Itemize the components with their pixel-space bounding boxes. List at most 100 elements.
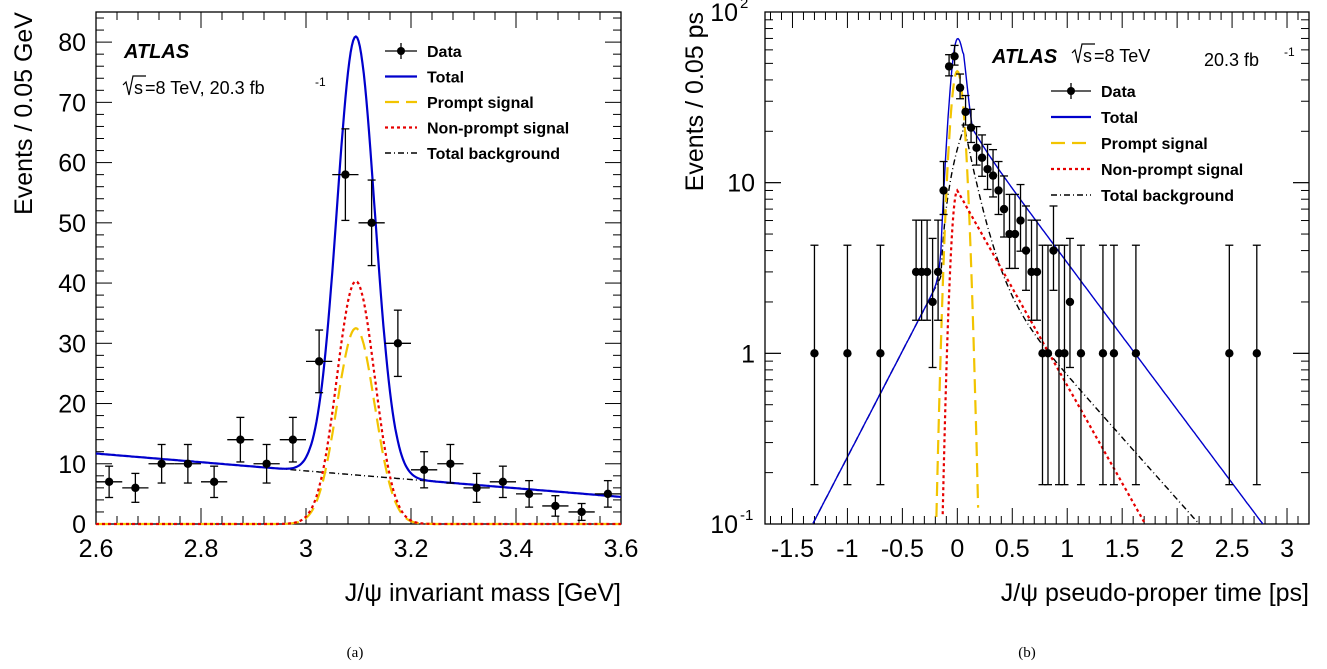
atlas-label-a: ATLAS [123,41,190,63]
energy-b: =8 TeV [1094,46,1150,66]
data-point-b [955,73,965,100]
legend-item-nonprompt: Non-prompt signal [385,121,569,138]
sqrt-s-b: s [1083,46,1092,66]
legend-item-data: Data [385,43,462,61]
y-tick-exponent: 2 [740,0,748,12]
data-marker [950,52,959,61]
legend-label-data: Data [1101,84,1136,101]
fit-curves-a [95,35,622,526]
x-tick-label-b: 0 [950,535,964,563]
data-marker [1010,229,1020,239]
x-tick-label-a: 3.4 [499,535,534,563]
legend-data-marker [397,47,405,55]
legend-label-prompt: Prompt signal [427,95,534,112]
data-point-b [994,160,1003,216]
legend-label-nonprompt: Non-prompt signal [427,121,569,138]
x-tick-label-b: 3 [1280,535,1294,563]
x-tick-label-a: 2.8 [184,535,219,563]
data-marker [262,459,271,468]
data-marker [209,477,219,487]
y-axis-label-a: Events / 0.05 GeV [10,12,38,215]
data-marker [367,218,376,228]
data-point-b [1032,219,1042,321]
data-point-b [1010,193,1020,270]
curve-total-background-b [812,122,1199,524]
y-tick-label-a: 20 [58,391,86,419]
data-marker [472,483,481,493]
data-point-a [542,495,569,517]
data-marker [577,507,586,517]
data-marker [393,339,403,348]
y-tick-label-a: 10 [58,451,86,479]
legend-item-background: Total background [1051,188,1234,205]
data-point-b [933,219,943,321]
curve-nonprompt-signal-a [96,280,621,526]
data-point-a [279,416,306,463]
data-marker [1021,246,1031,255]
data-point-a [384,309,411,378]
curve-prompt-signal-a [96,327,621,526]
data-points-a [96,128,621,522]
x-tick-labels-b: -1.5 -1 -0.5 0 0.5 1 1.5 2 2.5 3 [771,535,1294,563]
y-tick-label-b: 10 [727,170,755,198]
data-point-a [227,416,254,463]
data-marker [131,483,140,493]
legend-label-background: Total background [1101,188,1234,205]
data-point-a [437,443,464,484]
tick-marks-b [765,11,1310,525]
data-point-a [568,502,595,522]
data-marker [933,267,943,277]
data-marker [939,186,948,195]
data-marker [876,349,885,358]
lumi-exponent-b: -1 [1284,45,1295,59]
y-tick-label-a: 40 [58,270,86,298]
y-tick-base: 10 [710,0,738,27]
y-tick-label-b: 10 2 [710,0,748,27]
data-point-a [122,472,149,503]
data-marker [498,477,508,487]
y-tick-label-a: 0 [72,511,86,539]
y-axis-label-b: Events / 0.05 ps [681,12,709,191]
legend-label-total: Total [427,70,464,87]
data-marker [236,435,245,444]
data-marker [603,489,613,499]
energy-lumi-label-a: s =8 TeV, 20.3 fb -1 [122,75,326,98]
data-point-b [1038,244,1047,486]
energy-lumi-label-b: s =8 TeV 20.3 fb -1 [1071,43,1295,70]
panel-a-mass: 2.6 2.8 3 3.2 3.4 3.6 0 10 20 30 40 50 60 70 80 J/ψ i… [10,11,639,607]
data-marker [1032,267,1042,277]
data-point-b [1049,205,1058,291]
data-point-b [1131,244,1141,486]
data-point-a [594,479,621,508]
lumi-exponent-a: -1 [315,75,326,89]
x-tick-label-a: 2.6 [79,535,114,563]
data-marker [524,489,534,499]
curve-nonprompt-signal-b [941,188,1146,524]
data-marker [1131,349,1141,358]
data-point-b [1043,244,1053,486]
data-point-b [966,108,976,144]
x-tick-label-b: 1 [1060,535,1074,563]
data-point-a [148,443,175,484]
legend-label-background: Total background [427,146,560,163]
legend-item-prompt: Prompt signal [385,95,534,112]
legend-item-total: Total [1051,110,1138,127]
x-tick-label-a: 3.6 [604,535,639,563]
curve-total-b [812,37,1264,525]
data-marker [1076,349,1086,358]
data-point-b [1021,205,1031,291]
data-marker [955,83,965,92]
data-point-b [972,125,981,166]
data-point-a [516,479,543,508]
x-tick-label-b: 2.5 [1215,535,1250,563]
data-point-a [253,443,280,484]
x-axis-label-a: J/ψ invariant mass [GeV] [345,579,621,607]
data-point-a [174,443,201,484]
data-point-b [922,219,932,321]
data-marker [843,349,852,358]
data-point-b [1109,244,1119,486]
data-marker [1098,349,1108,358]
